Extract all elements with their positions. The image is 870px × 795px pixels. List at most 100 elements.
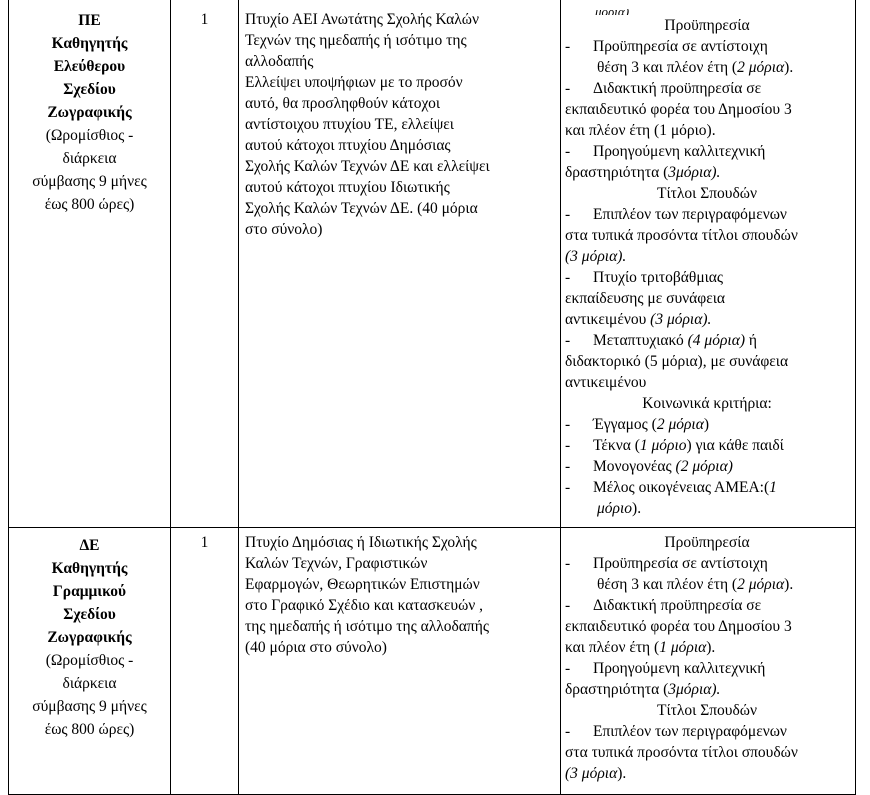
qual-line: αλλοδαπής xyxy=(245,53,314,70)
text: ) xyxy=(703,416,710,433)
qual-line: στο Γραφικό Σχέδιο και κατασκευών , xyxy=(245,597,484,614)
title-line: ΔΕ xyxy=(79,537,100,554)
qual-line: Τεχνών της ημεδαπής ή ισότιμο της xyxy=(245,32,467,49)
criterion-line: διδακτορικό (5 μόρια), με συνάφεια xyxy=(565,353,789,370)
criterion-line: αντικειμένου xyxy=(565,374,647,391)
criterion-line: μόριο). xyxy=(565,498,849,519)
criterion-line: - Μεταπτυχιακό (4 μόρια) ή xyxy=(565,330,849,351)
bullet: - xyxy=(565,458,571,475)
text: 2 μόρια xyxy=(737,576,785,593)
text: Διδακτική προϋπηρεσία σε xyxy=(593,597,762,614)
qual-line: αυτού κάτοχοι πτυχίου Ιδιωτικής xyxy=(245,179,450,196)
criterion-line: - Προϋπηρεσία σε αντίστοιχη xyxy=(565,553,849,574)
text: θέση 3 και πλέον έτη ( xyxy=(597,576,738,593)
text: Πτυχίο τριτοβάθμιας xyxy=(593,269,724,286)
text: Έγγαμος ( xyxy=(593,416,657,433)
text: αντικειμένου xyxy=(565,311,651,328)
criterion-line: - Έγγαμος (2 μόρια) xyxy=(565,414,849,435)
text: 3μόρια). xyxy=(668,681,721,698)
title-line: Σχεδίου xyxy=(63,606,116,623)
title-line: Σχεδίου xyxy=(63,81,116,98)
position-details: (Ωρομίσθιος - διάρκεια σύμβασης 9 μήνες … xyxy=(11,649,168,741)
title-line: Ελεύθερου xyxy=(53,58,126,75)
criterion-line: - Προϋπηρεσία σε αντίστοιχη xyxy=(565,36,849,57)
title-line: ΠΕ xyxy=(78,12,101,29)
criterion-line: - Διδακτική προϋπηρεσία σε xyxy=(565,595,849,616)
title-line: Ζωγραφικής xyxy=(47,104,132,121)
bullet: - xyxy=(565,479,571,496)
title-line: Καθηγητής xyxy=(51,35,128,52)
text: 2 μόρια xyxy=(656,416,704,433)
text: Επιπλέον των περιγραφόμενων xyxy=(593,723,787,740)
criterion-line: θέση 3 και πλέον έτη (2 μόρια). xyxy=(565,57,849,78)
text: Μεταπτυχιακό xyxy=(593,332,688,349)
criterion-line: θέση 3 και πλέον έτη (2 μόρια). xyxy=(565,574,849,595)
position-title: ΔΕ Καθηγητής Γραμμικού Σχεδίου Ζωγραφική… xyxy=(11,534,168,649)
bullet: - xyxy=(565,597,571,614)
count-cell: 1 xyxy=(170,527,239,795)
text: δραστηριότητα ( xyxy=(565,164,669,181)
criterion-line: στα τυπικά προσόντα τίτλοι σπουδών xyxy=(565,227,798,244)
qual-line: Πτυχίο ΑΕΙ Ανωτάτης Σχολής Καλών xyxy=(245,11,479,28)
qual-line: Σχολής Καλών Τεχνών ΔΕ και ελλείψει xyxy=(245,158,490,175)
text: ). xyxy=(632,500,642,517)
text: Μέλος οικογένειας ΑΜΕΑ:( xyxy=(593,479,770,496)
text: δραστηριότητα ( xyxy=(565,681,669,698)
positions-table: ΠΕ Καθηγητής Ελεύθερου Σχεδίου Ζωγραφική… xyxy=(8,0,856,795)
text: 1 xyxy=(769,479,777,496)
criterion-line: αντικειμένου (3 μόρια). xyxy=(565,309,849,330)
studies-heading: Τίτλοι Σπουδών xyxy=(657,702,757,719)
text: Προϋπηρεσία σε αντίστοιχη xyxy=(593,38,768,55)
text: ) για κάθε παιδί xyxy=(686,437,784,454)
criterion-line: εκπαιδευτικό φορέα του Δημοσίου 3 xyxy=(565,101,792,118)
text: Προηγούμενη καλλιτεχνική xyxy=(593,660,766,677)
criteria-cell: Προϋπηρεσία - Προϋπηρεσία σε αντίστοιχη θ… xyxy=(560,527,856,795)
bullet: - xyxy=(565,38,571,55)
qual-line: Εφαρμογών, Θεωρητικών Επιστημών xyxy=(245,576,480,593)
title-line: Ζωγραφικής xyxy=(47,629,132,646)
criterion-line: και πλέον έτη (1 μόριο). xyxy=(565,122,716,139)
qual-line: αυτό, θα προσληφθούν κάτοχοι xyxy=(245,95,441,112)
experience-heading: Προϋπηρεσία xyxy=(664,17,750,34)
social-heading: Κοινωνικά κριτήρια: xyxy=(642,395,772,412)
text: ). xyxy=(784,59,794,76)
detail-line: διάρκεια xyxy=(62,150,117,167)
position-cell: ΔΕ Καθηγητής Γραμμικού Σχεδίου Ζωγραφική… xyxy=(8,527,171,795)
position-cell: ΠΕ Καθηγητής Ελεύθερου Σχεδίου Ζωγραφική… xyxy=(8,0,171,528)
qual-line: Πτυχίο Δημόσιας ή Ιδιωτικής Σχολής xyxy=(245,534,477,551)
qual-line: Καλών Τεχνών, Γραφιστικών xyxy=(245,555,428,572)
position-count: 1 xyxy=(200,11,209,28)
bullet: - xyxy=(565,416,571,433)
text: ή xyxy=(745,332,757,349)
qual-line: στο σύνολο) xyxy=(245,221,323,238)
criterion-line: - Μέλος οικογένειας ΑΜΕΑ:(1 xyxy=(565,477,849,498)
count-cell: 1 xyxy=(170,0,239,528)
detail-line: (Ωρομίσθιος - xyxy=(45,652,134,669)
text: θέση 3 και πλέον έτη ( xyxy=(597,59,738,76)
bullet: - xyxy=(565,206,571,223)
criterion-line: εκπαιδευτικό φορέα του Δημοσίου 3 xyxy=(565,618,792,635)
text: ). xyxy=(706,639,716,656)
criterion-line: (3 μόρια). xyxy=(565,248,627,265)
qual-line: αυτού κάτοχοι πτυχίου Δημόσιας xyxy=(245,137,451,154)
bullet: - xyxy=(565,143,571,160)
bullet: - xyxy=(565,437,571,454)
detail-line: διάρκεια xyxy=(62,675,117,692)
text: Προϋπηρεσία σε αντίστοιχη xyxy=(593,555,768,572)
cutoff-text: μόρια) xyxy=(565,9,849,15)
experience-heading: Προϋπηρεσία xyxy=(664,534,750,551)
qual-line: Ελλείψει υποψήφιων με το προσόν xyxy=(245,74,463,91)
qualifications-cell: Πτυχίο Δημόσιας ή Ιδιωτικής Σχολής Καλών… xyxy=(238,527,561,795)
text: (4 μόρια) xyxy=(687,332,746,349)
detail-line: (Ωρομίσθιος - xyxy=(45,127,134,144)
text: Τέκνα ( xyxy=(593,437,640,454)
text: Μονογονέας xyxy=(593,458,676,475)
text: 3μόρια). xyxy=(668,164,721,181)
table-row: ΠΕ Καθηγητής Ελεύθερου Σχεδίου Ζωγραφική… xyxy=(8,0,856,528)
detail-line: έως 800 ώρες) xyxy=(44,721,135,738)
studies-heading: Τίτλοι Σπουδών xyxy=(657,185,757,202)
text: 1 μόρια xyxy=(659,639,707,656)
qual-line: (40 μόρια στο σύνολο) xyxy=(245,639,387,656)
criterion-line: στα τυπικά προσόντα τίτλοι σπουδών xyxy=(565,744,798,761)
detail-line: έως 800 ώρες) xyxy=(44,196,135,213)
